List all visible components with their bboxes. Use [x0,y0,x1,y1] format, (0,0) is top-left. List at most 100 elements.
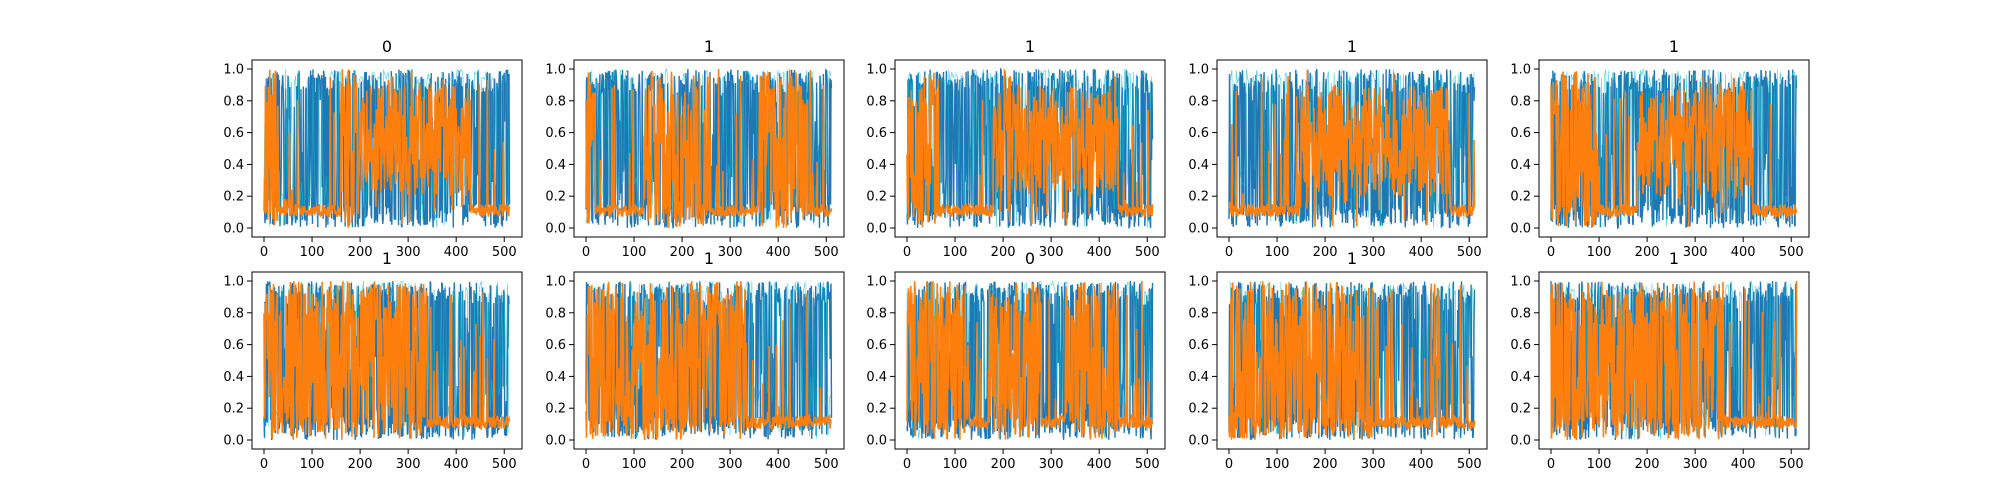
y-tick-label: 1.0 [866,63,887,78]
x-tick-label: 100 [1265,245,1290,260]
subplot-5: 1 0 100 200 300 400 500 0.0 0.2 0.4 0.6 0.8 1.0 [223,249,523,472]
series-line [906,68,1153,229]
plot-area [1550,280,1798,441]
y-tick-label: 1.0 [223,275,244,290]
x-tick-label: 200 [1635,457,1660,472]
plot-area [263,68,511,228]
x-tick-label: 300 [1683,457,1708,472]
y-tick-label: 0.8 [223,306,244,321]
series-line [585,281,832,441]
x-tick-label: 500 [492,457,517,472]
subplot-3: 1 0 100 200 300 400 500 0.0 0.2 0.4 0.6 0.8 1.0 [1188,37,1488,260]
x-tick-label: 400 [1731,457,1756,472]
x-tick-label: 400 [766,457,791,472]
y-tick-label: 0.8 [866,306,887,321]
series-line [585,68,833,228]
y-tick-label: 0.8 [1188,306,1209,321]
x-tick-label: 200 [670,245,695,260]
axes-frame [1538,271,1810,450]
subplot-8: 1 0 100 200 300 400 500 0.0 0.2 0.4 0.6 0.8 1.0 [1188,249,1488,472]
y-tick-label: 0.6 [223,126,244,141]
series-line [906,67,1154,229]
y-tick-label: 1.0 [1510,63,1531,78]
x-tick-label: 400 [1409,457,1434,472]
y-tick-label: 1.0 [1510,275,1531,290]
plot-area [263,279,511,441]
subplot-title: 1 [382,249,392,268]
y-tick-label: 0.4 [1510,370,1531,385]
x-tick-label: 100 [300,245,325,260]
y-tick-label: 0.2 [545,402,566,417]
y-tick-label: 0.0 [1188,434,1209,449]
x-tick-label: 500 [1135,457,1160,472]
y-tick-label: 0.2 [223,402,244,417]
x-tick-label: 200 [991,245,1016,260]
plot-area [1228,68,1476,229]
x-tick-label: 100 [1265,457,1290,472]
x-tick-label: 400 [1087,457,1112,472]
y-tick-label: 0.0 [1510,434,1531,449]
y-tick-label: 0.2 [1510,402,1531,417]
subplot-title: 1 [1347,37,1357,56]
y-tick-label: 0.6 [866,126,887,141]
axes-frame [894,271,1166,450]
y-tick-label: 0.8 [1188,94,1209,109]
y-tick-label: 0.4 [223,370,244,385]
y-tick-label: 0.8 [545,306,566,321]
axes-frame [1216,271,1488,450]
y-tick-label: 0.0 [223,434,244,449]
y-tick-label: 0.2 [1188,402,1209,417]
x-tick-label: 500 [1457,457,1482,472]
plot-area [1550,69,1798,230]
y-tick-label: 1.0 [1188,275,1209,290]
x-tick-label: 0 [582,245,590,260]
y-tick-label: 0.2 [223,190,244,205]
series-line [1550,71,1798,228]
x-tick-label: 300 [1039,245,1064,260]
x-tick-label: 300 [1039,457,1064,472]
x-tick-label: 300 [1361,457,1386,472]
plot-area [585,68,833,229]
y-tick-label: 0.0 [1510,222,1531,237]
y-tick-label: 0.8 [545,94,566,109]
x-tick-label: 400 [444,457,469,472]
y-tick-label: 0.6 [545,126,566,141]
subplot-4: 1 0 100 200 300 400 500 0.0 0.2 0.4 0.6 0.8 1.0 [1510,37,1810,260]
x-tick-label: 100 [622,245,647,260]
axes-frame [573,59,845,238]
y-tick-label: 0.8 [1510,94,1531,109]
y-tick-label: 0.4 [1510,158,1531,173]
x-tick-label: 0 [1225,245,1233,260]
y-tick-label: 1.0 [866,275,887,290]
x-tick-label: 300 [718,457,743,472]
series-line [1228,281,1476,440]
x-tick-label: 200 [348,245,373,260]
x-tick-label: 200 [1313,457,1338,472]
series-line [263,69,511,228]
y-tick-label: 0.4 [1188,158,1209,173]
x-tick-label: 0 [1547,245,1555,260]
subplot-title: 0 [382,37,392,56]
x-tick-label: 400 [1087,245,1112,260]
x-tick-label: 200 [670,457,695,472]
axes-frame [251,59,523,238]
plot-area [585,280,833,441]
x-tick-label: 300 [396,457,421,472]
subplot-7: 0 0 100 200 300 400 500 0.0 0.2 0.4 0.6 0.8 1.0 [866,249,1166,472]
y-tick-label: 0.2 [866,190,887,205]
x-tick-label: 100 [943,457,968,472]
y-tick-label: 0.6 [545,338,566,353]
y-tick-label: 0.8 [1510,306,1531,321]
y-tick-label: 0.0 [545,222,566,237]
y-tick-label: 0.0 [1188,222,1209,237]
series-line [263,281,511,440]
axes-frame [894,59,1166,238]
x-tick-label: 200 [1313,245,1338,260]
subplot-1: 1 0 100 200 300 400 500 0.0 0.2 0.4 0.6 0.8 1.0 [545,37,845,260]
y-tick-label: 0.0 [866,434,887,449]
subplot-0: 0 0 100 200 300 400 500 0.0 0.2 0.4 0.6 0.8 1.0 [223,37,523,260]
x-tick-label: 500 [1457,245,1482,260]
x-tick-label: 400 [444,245,469,260]
series-line [906,280,1154,440]
